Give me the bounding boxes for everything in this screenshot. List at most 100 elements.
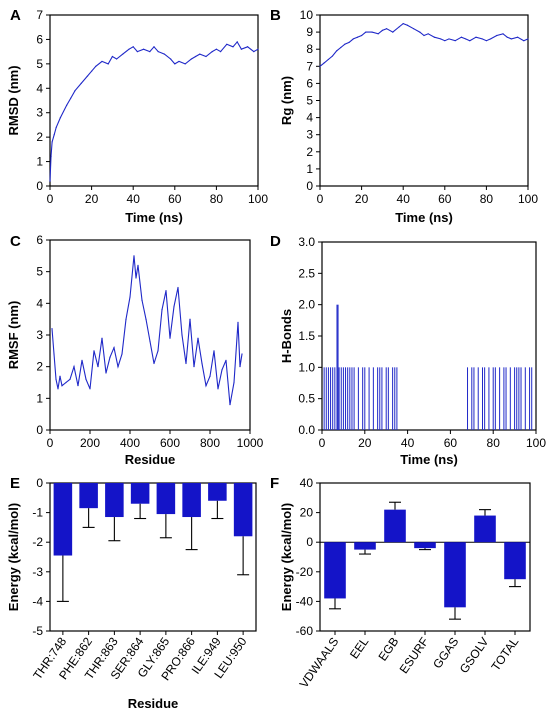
data-point <box>61 385 63 387</box>
data-point <box>89 388 91 390</box>
data-point <box>51 328 53 330</box>
data-point <box>163 53 165 55</box>
data-point <box>132 46 134 48</box>
data-point <box>101 337 103 339</box>
data-point <box>185 362 187 365</box>
bar <box>156 483 176 515</box>
data-point <box>506 36 508 38</box>
data-point <box>225 359 227 361</box>
data-point <box>153 362 155 365</box>
data-point <box>247 46 249 48</box>
y-tick-label: 10 <box>300 8 314 22</box>
data-point <box>392 31 394 33</box>
y-tick-label: 3 <box>306 128 313 142</box>
x-tick-label: 40 <box>397 192 411 206</box>
x-tick-label: 40 <box>401 436 415 450</box>
data-point <box>121 353 123 355</box>
data-point <box>215 48 217 50</box>
data-point <box>70 97 72 99</box>
y-tick-label: 1 <box>36 391 43 405</box>
panel-label: C <box>10 233 21 250</box>
data-point <box>105 372 107 374</box>
y-tick-label: 3 <box>36 328 43 342</box>
y-tick-label: 9 <box>306 25 313 39</box>
panel-label: D <box>270 233 281 250</box>
data-point <box>157 51 159 53</box>
data-point <box>53 353 55 355</box>
data-point <box>209 375 211 377</box>
data-point <box>221 369 223 371</box>
data-point <box>232 46 234 48</box>
data-point <box>117 366 119 368</box>
series-line <box>319 22 529 67</box>
data-point <box>80 82 82 84</box>
y-tick-label: 20 <box>300 506 314 520</box>
data-point <box>371 31 373 33</box>
data-point <box>423 34 425 37</box>
x-tick-label: 40 <box>127 192 141 206</box>
data-point <box>510 38 512 40</box>
data-point <box>169 337 171 339</box>
data-point <box>469 40 471 42</box>
data-point <box>149 340 151 342</box>
data-point <box>213 350 215 352</box>
data-point <box>489 38 492 40</box>
data-point <box>419 31 421 33</box>
y-axis-label: H-Bonds <box>279 309 294 363</box>
data-point <box>197 337 199 339</box>
y-tick-label: -40 <box>296 594 314 608</box>
data-point <box>485 40 487 42</box>
y-tick-label: 7 <box>306 59 313 73</box>
plot-frame <box>49 239 251 431</box>
data-point <box>444 40 446 42</box>
y-tick-label: 2 <box>36 130 43 144</box>
bar <box>208 483 227 501</box>
data-point <box>95 65 97 67</box>
panel-label: B <box>270 7 281 24</box>
category-label: EEL <box>347 634 372 661</box>
data-point <box>145 318 147 320</box>
bar <box>130 483 150 504</box>
y-tick-label: -1 <box>32 506 43 520</box>
data-point <box>465 38 467 40</box>
y-tick-label: 5 <box>36 57 43 71</box>
data-point <box>253 51 255 53</box>
y-tick-label: 0.0 <box>298 423 315 437</box>
x-tick-label: 20 <box>85 192 99 206</box>
x-tick-label: 600 <box>160 436 180 450</box>
y-tick-label: 0 <box>36 423 43 437</box>
series-line <box>49 40 259 182</box>
y-tick-label: 0 <box>306 179 313 193</box>
data-point <box>51 141 53 143</box>
category-label: VDWAALS <box>297 635 342 691</box>
data-point <box>211 51 213 53</box>
bar <box>504 542 526 580</box>
x-axis-label: Residue <box>128 696 179 711</box>
data-point <box>356 36 359 38</box>
data-point <box>361 34 363 37</box>
x-tick-label: 0 <box>319 436 326 450</box>
data-point <box>189 318 191 320</box>
data-point <box>237 321 239 323</box>
data-point <box>331 55 334 57</box>
bar <box>354 542 376 550</box>
data-point <box>184 63 186 65</box>
x-tick-label: 200 <box>80 436 100 450</box>
series-line <box>51 255 243 405</box>
data-point <box>153 46 155 48</box>
data-point <box>74 90 76 92</box>
data-point <box>240 48 242 50</box>
data-point <box>348 41 350 43</box>
x-tick-label: 80 <box>487 436 501 450</box>
data-point <box>141 299 143 301</box>
data-point <box>113 347 115 349</box>
data-point <box>217 388 219 390</box>
data-point <box>440 38 442 40</box>
y-tick-label: -4 <box>32 594 43 608</box>
data-point <box>81 359 83 361</box>
panel-label: E <box>10 475 20 492</box>
x-tick-label: 0 <box>317 192 324 206</box>
panel-label: F <box>270 475 279 492</box>
